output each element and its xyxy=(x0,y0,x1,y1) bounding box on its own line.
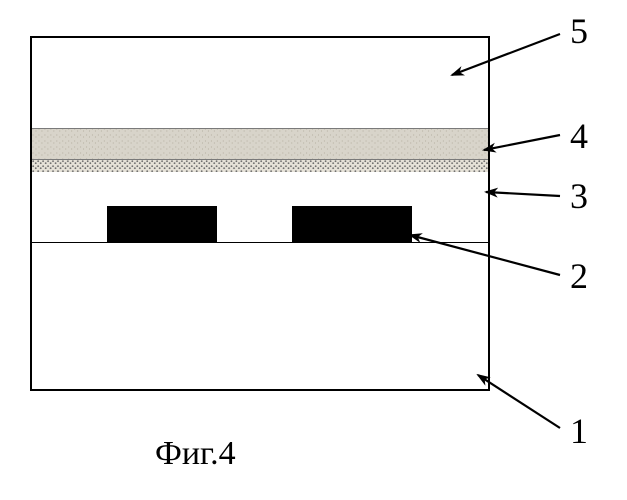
label-5: 5 xyxy=(570,10,588,52)
label-3: 3 xyxy=(570,175,588,217)
arrow-to-1 xyxy=(478,375,560,428)
figure-caption: Фиг.4 xyxy=(155,435,236,473)
label-2: 2 xyxy=(570,255,588,297)
leader-arrows xyxy=(0,0,627,500)
arrow-to-4 xyxy=(484,135,560,150)
label-1: 1 xyxy=(570,410,588,452)
label-4: 4 xyxy=(570,115,588,157)
arrow-to-3 xyxy=(486,192,560,196)
arrow-to-2 xyxy=(410,235,560,275)
arrow-to-5 xyxy=(452,34,560,75)
